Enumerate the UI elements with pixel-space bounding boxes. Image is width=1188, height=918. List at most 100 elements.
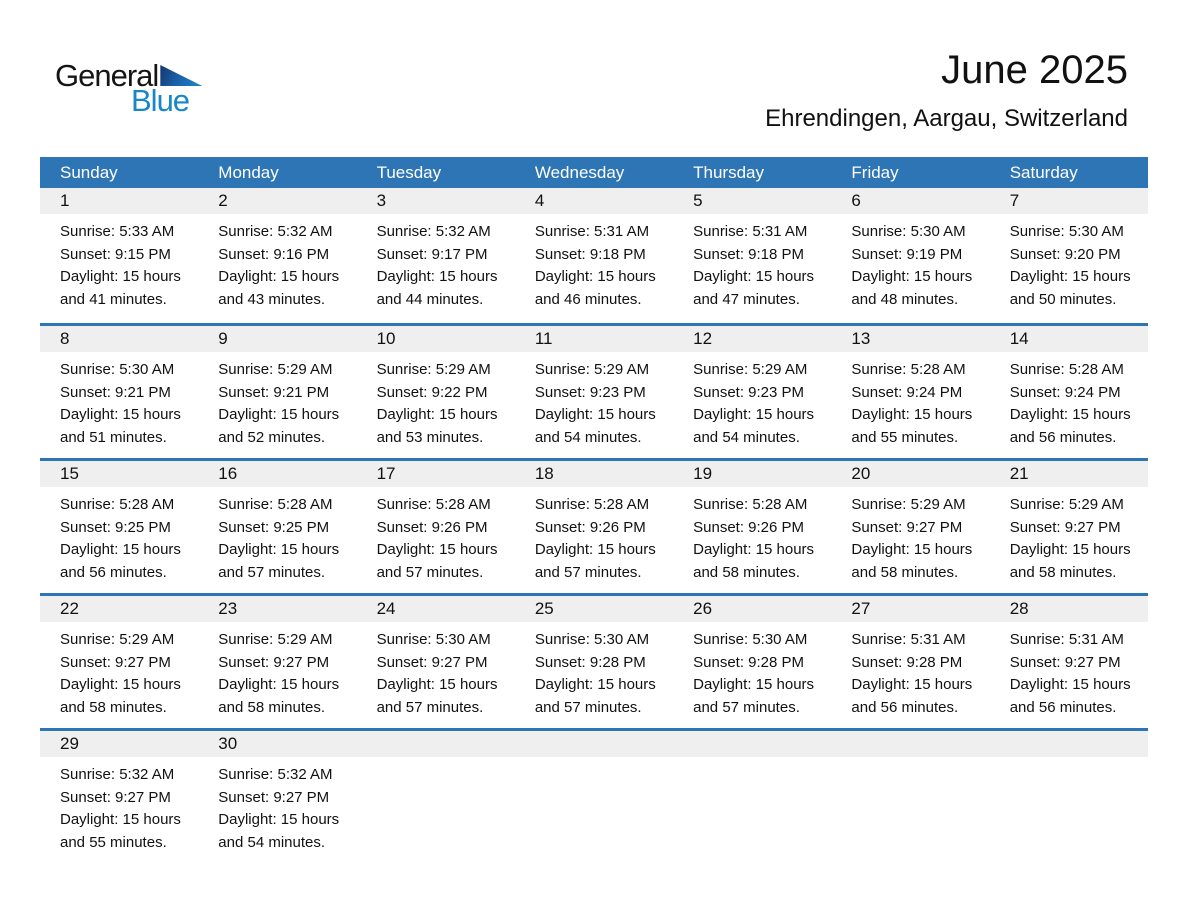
sunset-text: Sunset: 9:27 PM xyxy=(1009,518,1121,536)
day-cell-3: 3 Sunrise: 5:32 AM Sunset: 9:17 PM Daylight… xyxy=(356,188,515,323)
day-cell-22: 22 Sunrise: 5:29 AM Sunset: 9:27 PM Dayligh… xyxy=(40,596,199,728)
daylight-minutes-text: and 43 minutes. xyxy=(218,290,326,308)
daylight-hours-text: Daylight: 15 hours xyxy=(693,541,815,558)
daylight-minutes-text: and 58 minutes. xyxy=(1009,563,1117,581)
daylight-minutes-text: and 58 minutes. xyxy=(60,698,167,716)
day-cell-1: 1 Sunrise: 5:33 AM Sunset: 9:15 PM Daylight… xyxy=(40,188,199,323)
sunrise-text: Sunrise: 5:31 AM xyxy=(851,631,966,648)
page-header: General Blue June 2025 Ehrendingen, Aarg… xyxy=(0,0,1188,157)
day-cell-17: 17 Sunrise: 5:28 AM Sunset: 9:26 PM Dayligh… xyxy=(356,461,515,593)
sunset-text: Sunset: 9:26 PM xyxy=(376,518,488,536)
sunrise-text: Sunrise: 5:29 AM xyxy=(376,361,491,378)
day-details xyxy=(831,757,989,764)
sunrise-text: Sunrise: 5:29 AM xyxy=(693,361,808,378)
daylight-hours-text: Daylight: 15 hours xyxy=(851,541,973,558)
weekday-header-sunday: Sunday xyxy=(60,162,118,182)
sunrise-text: Sunrise: 5:29 AM xyxy=(60,631,175,648)
daylight-minutes-text: and 46 minutes. xyxy=(534,290,642,308)
day-cell-25: 25 Sunrise: 5:30 AM Sunset: 9:28 PM Dayligh… xyxy=(514,596,674,728)
sunset-text: Sunset: 9:19 PM xyxy=(851,245,963,263)
daylight-minutes-text: and 57 minutes. xyxy=(218,563,326,581)
daylight-minutes-text: and 58 minutes. xyxy=(693,563,800,581)
day-number: 11 xyxy=(514,326,674,352)
daylight-hours-text: Daylight: 15 hours xyxy=(376,541,498,558)
sunset-text: Sunset: 9:21 PM xyxy=(60,383,171,401)
day-details: Sunrise: 5:33 AM Sunset: 9:15 PM Daylight:… xyxy=(40,214,198,311)
daylight-hours-text: Daylight: 15 hours xyxy=(534,406,656,423)
day-details: Sunrise: 5:31 AM Sunset: 9:18 PM Daylight:… xyxy=(515,214,673,311)
day-details: Sunrise: 5:29 AM Sunset: 9:27 PM Daylight:… xyxy=(40,622,198,719)
day-details: Sunrise: 5:30 AM Sunset: 9:20 PM Daylight:… xyxy=(990,214,1148,311)
sunset-text: Sunset: 9:26 PM xyxy=(693,518,805,536)
sunset-text: Sunset: 9:27 PM xyxy=(218,653,330,671)
day-details: Sunrise: 5:29 AM Sunset: 9:27 PM Daylight:… xyxy=(990,487,1148,584)
daylight-minutes-text: and 57 minutes. xyxy=(376,563,484,581)
day-details: Sunrise: 5:30 AM Sunset: 9:28 PM Daylight:… xyxy=(515,622,673,719)
day-details: Sunrise: 5:31 AM Sunset: 9:27 PM Daylight:… xyxy=(990,622,1148,719)
day-number: 12 xyxy=(673,326,832,352)
day-number: 4 xyxy=(514,188,674,214)
week-row-1: 1 Sunrise: 5:33 AM Sunset: 9:15 PM Daylight… xyxy=(40,188,1148,323)
sunset-text: Sunset: 9:16 PM xyxy=(218,245,330,263)
day-number: 16 xyxy=(198,461,357,487)
day-cell-10: 10 Sunrise: 5:29 AM Sunset: 9:22 PM Dayligh… xyxy=(356,326,515,458)
daylight-minutes-text: and 57 minutes. xyxy=(693,698,800,716)
day-details xyxy=(990,757,1148,764)
sunset-text: Sunset: 9:28 PM xyxy=(534,653,646,671)
daylight-hours-text: Daylight: 15 hours xyxy=(218,676,340,693)
sunrise-text: Sunrise: 5:29 AM xyxy=(1009,496,1124,513)
daylight-hours-text: Daylight: 15 hours xyxy=(1009,406,1131,423)
sunset-text: Sunset: 9:25 PM xyxy=(218,518,330,536)
day-details: Sunrise: 5:28 AM Sunset: 9:26 PM Daylight:… xyxy=(673,487,831,584)
day-cell-29: 29 Sunrise: 5:32 AM Sunset: 9:27 PM Dayligh… xyxy=(40,731,199,863)
day-number: 25 xyxy=(514,596,674,622)
day-number: 1 xyxy=(40,188,199,214)
day-details: Sunrise: 5:29 AM Sunset: 9:22 PM Daylight:… xyxy=(357,352,515,449)
daylight-hours-text: Daylight: 15 hours xyxy=(693,406,815,423)
day-details: Sunrise: 5:28 AM Sunset: 9:24 PM Daylight:… xyxy=(831,352,989,449)
day-cell-16: 16 Sunrise: 5:28 AM Sunset: 9:25 PM Dayligh… xyxy=(198,461,357,593)
day-details: Sunrise: 5:30 AM Sunset: 9:21 PM Daylight:… xyxy=(40,352,198,449)
daylight-hours-text: Daylight: 15 hours xyxy=(60,676,181,693)
sunrise-text: Sunrise: 5:30 AM xyxy=(534,631,650,648)
sunset-text: Sunset: 9:17 PM xyxy=(376,245,488,263)
daylight-minutes-text: and 54 minutes. xyxy=(693,428,800,446)
daylight-minutes-text: and 54 minutes. xyxy=(218,833,326,851)
day-cell-11: 11 Sunrise: 5:29 AM Sunset: 9:23 PM Dayligh… xyxy=(514,326,674,458)
daylight-minutes-text: and 48 minutes. xyxy=(851,290,959,308)
daylight-hours-text: Daylight: 15 hours xyxy=(218,406,340,423)
day-number: 23 xyxy=(198,596,357,622)
daylight-hours-text: Daylight: 15 hours xyxy=(534,676,656,693)
sunset-text: Sunset: 9:23 PM xyxy=(693,383,805,401)
weekday-header-monday: Monday xyxy=(218,162,279,182)
weekday-header-row: Sunday Monday Tuesday Wednesday Thursday Frid… xyxy=(40,157,1148,188)
day-cell-21: 21 Sunrise: 5:29 AM Sunset: 9:27 PM Dayligh… xyxy=(989,461,1148,593)
daylight-hours-text: Daylight: 15 hours xyxy=(60,406,181,423)
weekday-header-friday: Friday xyxy=(851,162,899,182)
sunrise-text: Sunrise: 5:29 AM xyxy=(218,631,333,648)
daylight-hours-text: Daylight: 15 hours xyxy=(60,268,181,285)
daylight-hours-text: Daylight: 15 hours xyxy=(60,541,181,558)
sunrise-text: Sunrise: 5:28 AM xyxy=(60,496,175,513)
daylight-minutes-text: and 53 minutes. xyxy=(376,428,484,446)
daylight-hours-text: Daylight: 15 hours xyxy=(218,541,340,558)
day-number: 6 xyxy=(831,188,990,214)
sunrise-text: Sunrise: 5:28 AM xyxy=(693,496,808,513)
sunset-text: Sunset: 9:28 PM xyxy=(851,653,963,671)
day-details: Sunrise: 5:29 AM Sunset: 9:21 PM Daylight:… xyxy=(198,352,356,449)
title-block: June 2025 Ehrendingen, Aargau, Switzerla… xyxy=(765,48,1128,133)
sunrise-text: Sunrise: 5:30 AM xyxy=(851,223,966,240)
sunrise-text: Sunrise: 5:32 AM xyxy=(376,223,491,240)
day-details: Sunrise: 5:28 AM Sunset: 9:25 PM Daylight:… xyxy=(40,487,198,584)
sunrise-text: Sunrise: 5:28 AM xyxy=(534,496,650,513)
day-details xyxy=(673,757,831,764)
sunrise-text: Sunrise: 5:31 AM xyxy=(1009,631,1124,648)
empty-day-cell xyxy=(989,731,1148,863)
day-cell-26: 26 Sunrise: 5:30 AM Sunset: 9:28 PM Dayligh… xyxy=(673,596,832,728)
day-details: Sunrise: 5:28 AM Sunset: 9:24 PM Daylight:… xyxy=(990,352,1148,449)
day-cell-28: 28 Sunrise: 5:31 AM Sunset: 9:27 PM Dayligh… xyxy=(989,596,1148,728)
daylight-minutes-text: and 56 minutes. xyxy=(1009,698,1117,716)
daylight-hours-text: Daylight: 15 hours xyxy=(534,541,656,558)
day-number: 18 xyxy=(514,461,674,487)
day-number: 19 xyxy=(673,461,832,487)
